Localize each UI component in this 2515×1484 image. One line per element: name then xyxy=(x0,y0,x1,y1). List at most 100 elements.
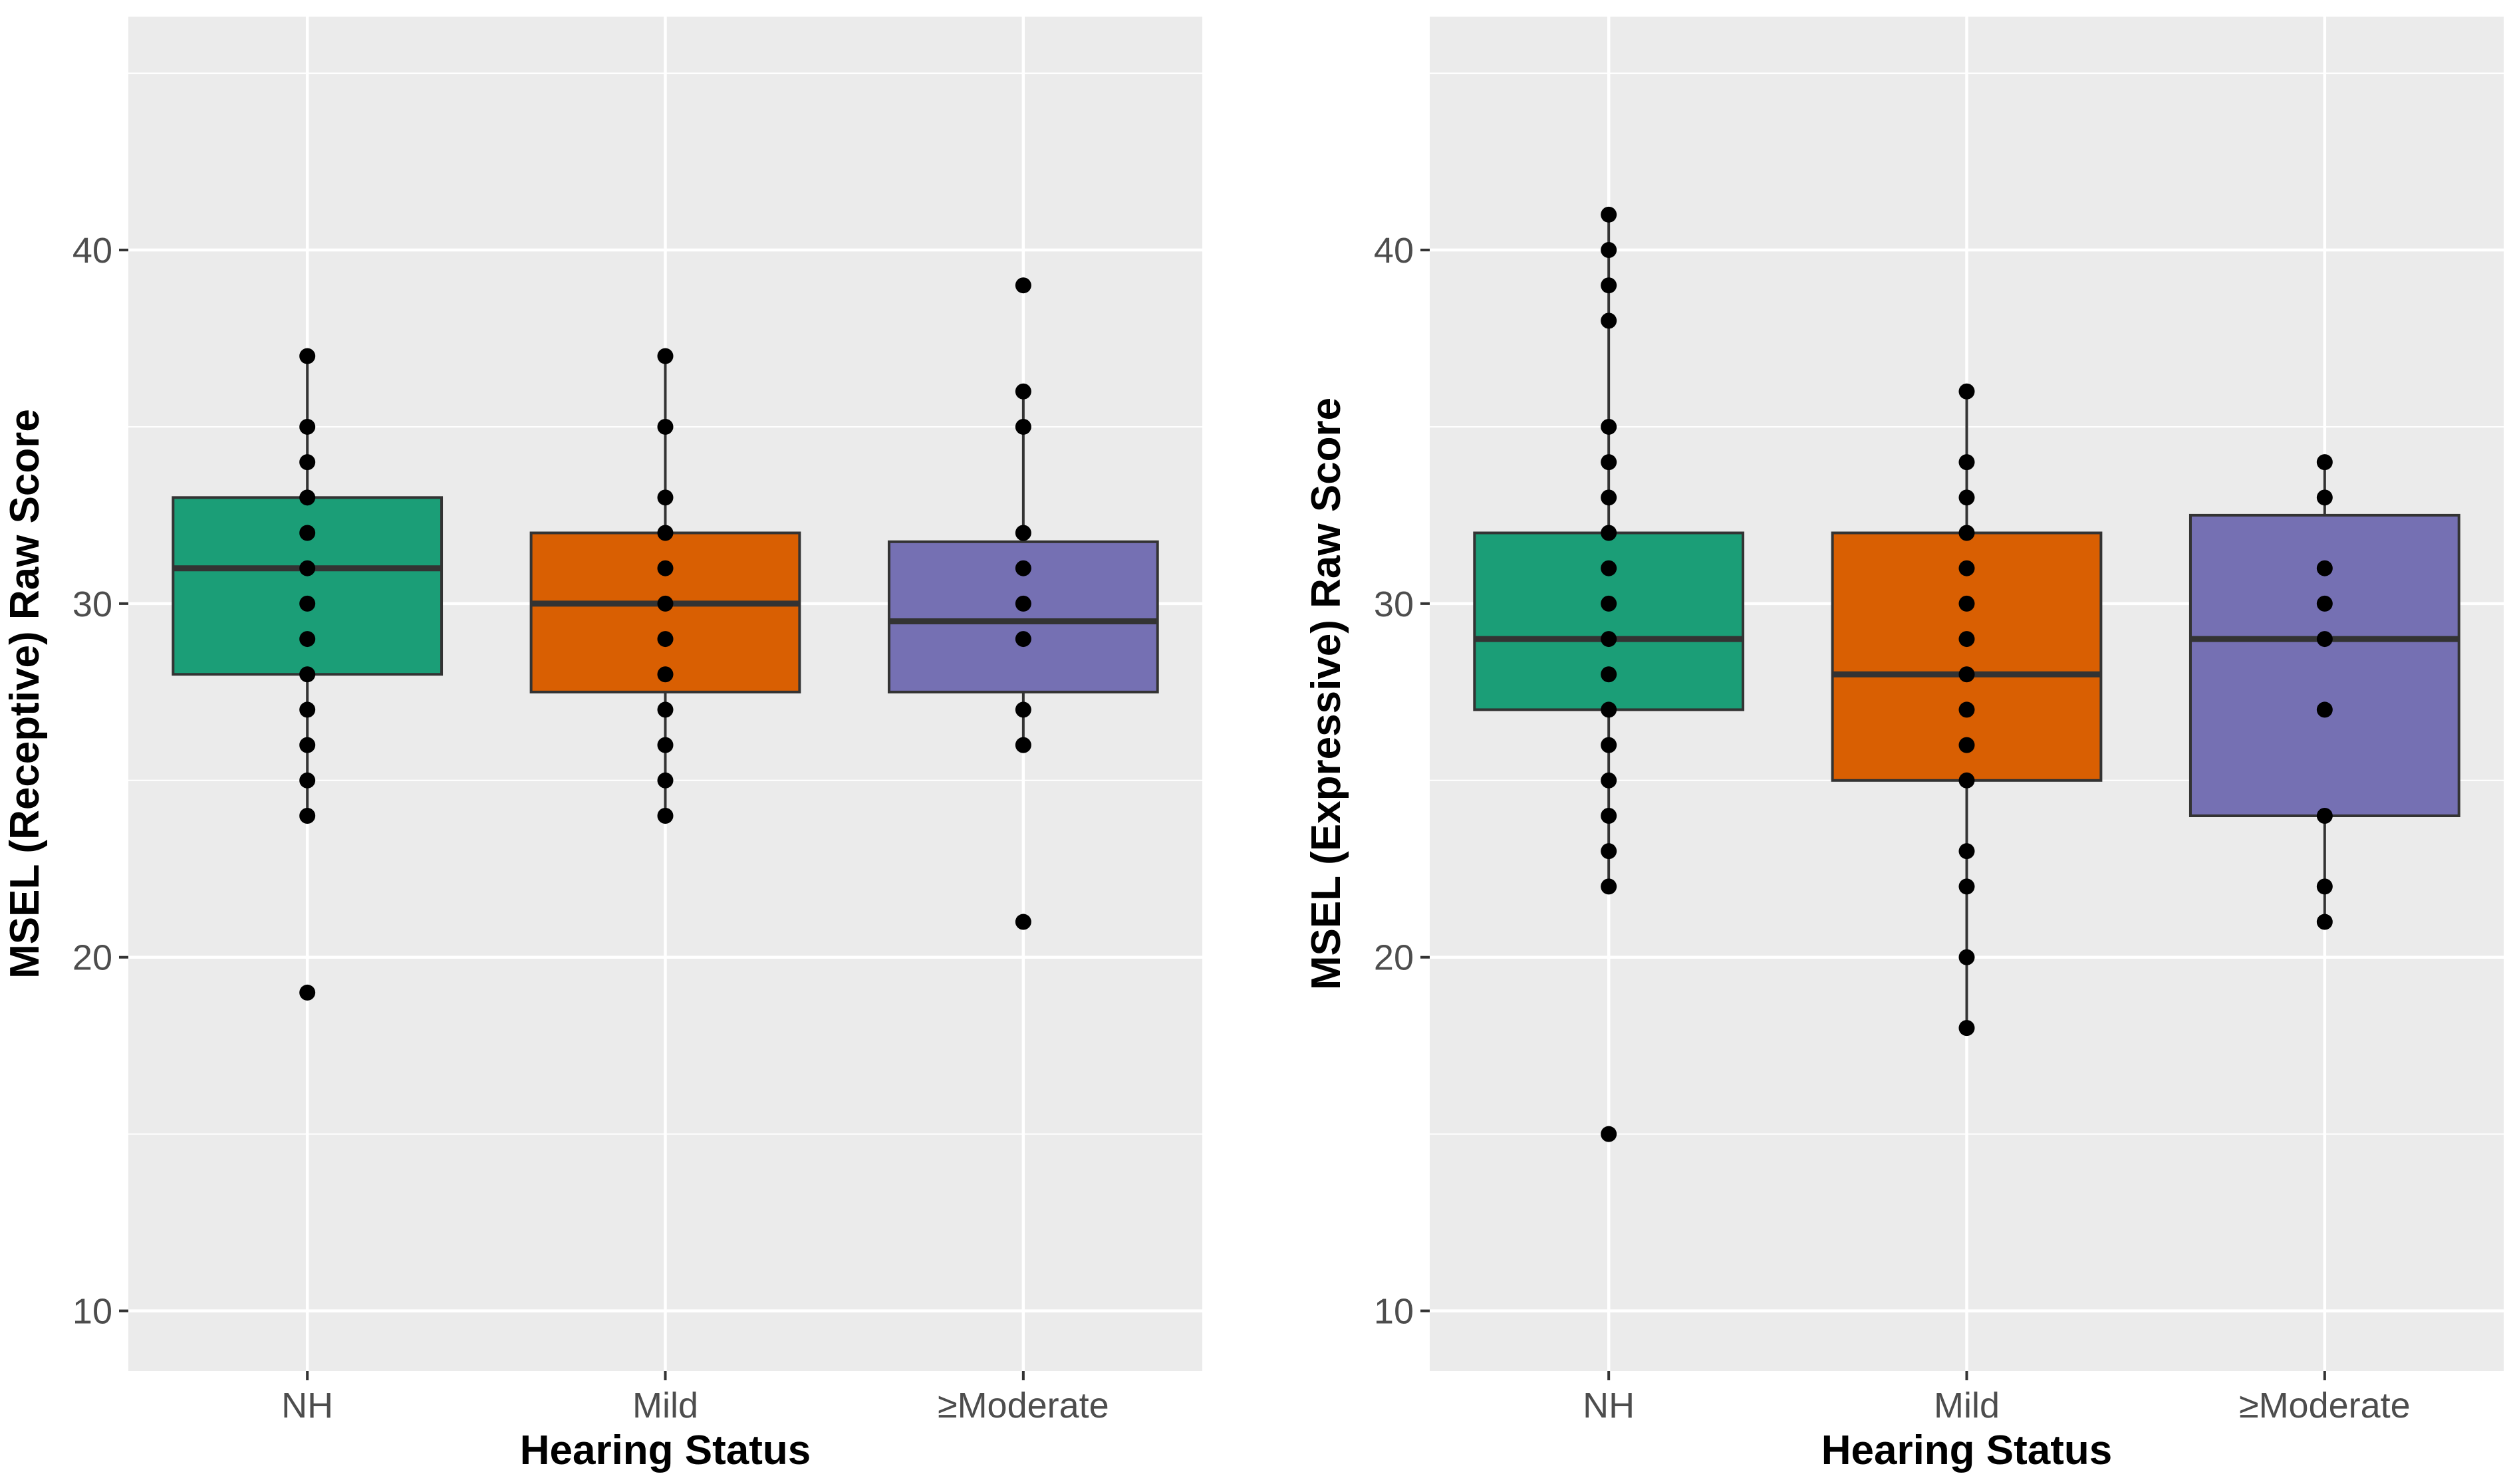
x-axis-title: Hearing Status xyxy=(1821,1427,2113,1473)
data-point xyxy=(2316,807,2333,824)
data-point xyxy=(299,701,316,718)
data-point xyxy=(1015,383,1031,400)
box-2 xyxy=(529,348,801,824)
data-point xyxy=(1958,772,1975,789)
y-tick-label: 10 xyxy=(1374,1292,1414,1332)
data-point xyxy=(2316,489,2333,506)
y-axis-title: MSEL (Expressive) Raw Score xyxy=(1303,398,1349,990)
data-point xyxy=(1958,949,1975,965)
data-point xyxy=(1601,560,1617,576)
data-point xyxy=(299,737,316,753)
data-point xyxy=(1958,489,1975,506)
data-point xyxy=(1958,525,1975,541)
data-point xyxy=(1958,878,1975,895)
box-body xyxy=(172,496,444,676)
data-point xyxy=(1015,701,1031,718)
x-tick-label: NH xyxy=(281,1386,333,1425)
data-point xyxy=(1015,737,1031,753)
x-axis-title: Hearing Status xyxy=(520,1427,811,1473)
data-point xyxy=(299,489,316,506)
data-point xyxy=(657,525,674,541)
data-point xyxy=(1601,489,1617,506)
data-point xyxy=(1601,1126,1617,1142)
data-point xyxy=(1015,595,1031,612)
data-point xyxy=(1601,666,1617,683)
y-tick-label: 40 xyxy=(72,231,112,271)
y-tick-label: 20 xyxy=(1374,938,1414,978)
data-point xyxy=(2316,701,2333,718)
data-point xyxy=(1601,595,1617,612)
data-point xyxy=(1015,560,1031,576)
data-point xyxy=(1958,595,1975,612)
data-point xyxy=(2316,914,2333,930)
data-point xyxy=(1015,914,1031,930)
x-tick-label: NH xyxy=(1583,1386,1635,1425)
data-point xyxy=(1958,737,1975,753)
data-point xyxy=(299,772,316,789)
panel-1: 10 20 30 40 NH Mild ≥Moderate Hearing Status MSE… xyxy=(2,17,1202,1473)
data-point xyxy=(657,631,674,648)
box-3 xyxy=(887,277,1159,930)
data-point xyxy=(1601,701,1617,718)
data-point xyxy=(1601,277,1617,294)
data-point xyxy=(299,595,316,612)
data-point xyxy=(1958,843,1975,860)
x-tick-label: ≥Moderate xyxy=(2239,1386,2411,1425)
data-point xyxy=(657,348,674,364)
y-tick-label: 40 xyxy=(1374,231,1414,271)
box-body xyxy=(529,531,801,693)
data-point xyxy=(299,666,316,683)
data-point xyxy=(1601,772,1617,789)
data-point xyxy=(1958,631,1975,648)
data-point xyxy=(299,348,316,364)
data-point xyxy=(2316,454,2333,471)
data-point xyxy=(1601,418,1617,435)
data-point xyxy=(657,807,674,824)
data-point xyxy=(299,560,316,576)
data-point xyxy=(2316,560,2333,576)
data-point xyxy=(299,807,316,824)
data-point xyxy=(1601,843,1617,860)
x-tick-label: ≥Moderate xyxy=(938,1386,1109,1425)
data-point xyxy=(299,525,316,541)
data-point xyxy=(1601,737,1617,753)
y-tick-label: 20 xyxy=(72,938,112,978)
data-point xyxy=(1958,1020,1975,1037)
data-point xyxy=(657,772,674,789)
data-point xyxy=(1601,878,1617,895)
data-point xyxy=(657,701,674,718)
data-point xyxy=(1015,418,1031,435)
x-tick-label: Mild xyxy=(632,1386,698,1425)
data-point xyxy=(1601,454,1617,471)
box-2 xyxy=(1831,383,2103,1037)
data-point xyxy=(299,984,316,1001)
data-point xyxy=(657,595,674,612)
y-axis-title: MSEL (Receptive) Raw Score xyxy=(2,409,48,979)
data-point xyxy=(1015,277,1031,294)
data-point xyxy=(1601,631,1617,648)
data-point xyxy=(1601,525,1617,541)
data-point xyxy=(1958,454,1975,471)
data-point xyxy=(2316,595,2333,612)
data-point xyxy=(1601,242,1617,259)
data-point xyxy=(2316,631,2333,648)
data-point xyxy=(1601,807,1617,824)
data-point xyxy=(657,560,674,576)
data-point xyxy=(657,489,674,506)
data-point xyxy=(657,666,674,683)
y-tick-label: 10 xyxy=(72,1292,112,1332)
data-point xyxy=(299,454,316,471)
data-point xyxy=(1601,312,1617,329)
box-body xyxy=(1473,531,1745,711)
data-point xyxy=(1601,206,1617,223)
box-1 xyxy=(1473,206,1745,1142)
data-point xyxy=(1015,525,1031,541)
data-point xyxy=(657,737,674,753)
x-tick-label: Mild xyxy=(1934,1386,2000,1425)
data-point xyxy=(1958,383,1975,400)
data-point xyxy=(1958,701,1975,718)
panel-2: 10 20 30 40 NH Mild ≥Moderate Hearing Status MSE… xyxy=(1303,17,2504,1473)
data-point xyxy=(299,418,316,435)
data-point xyxy=(2316,878,2333,895)
